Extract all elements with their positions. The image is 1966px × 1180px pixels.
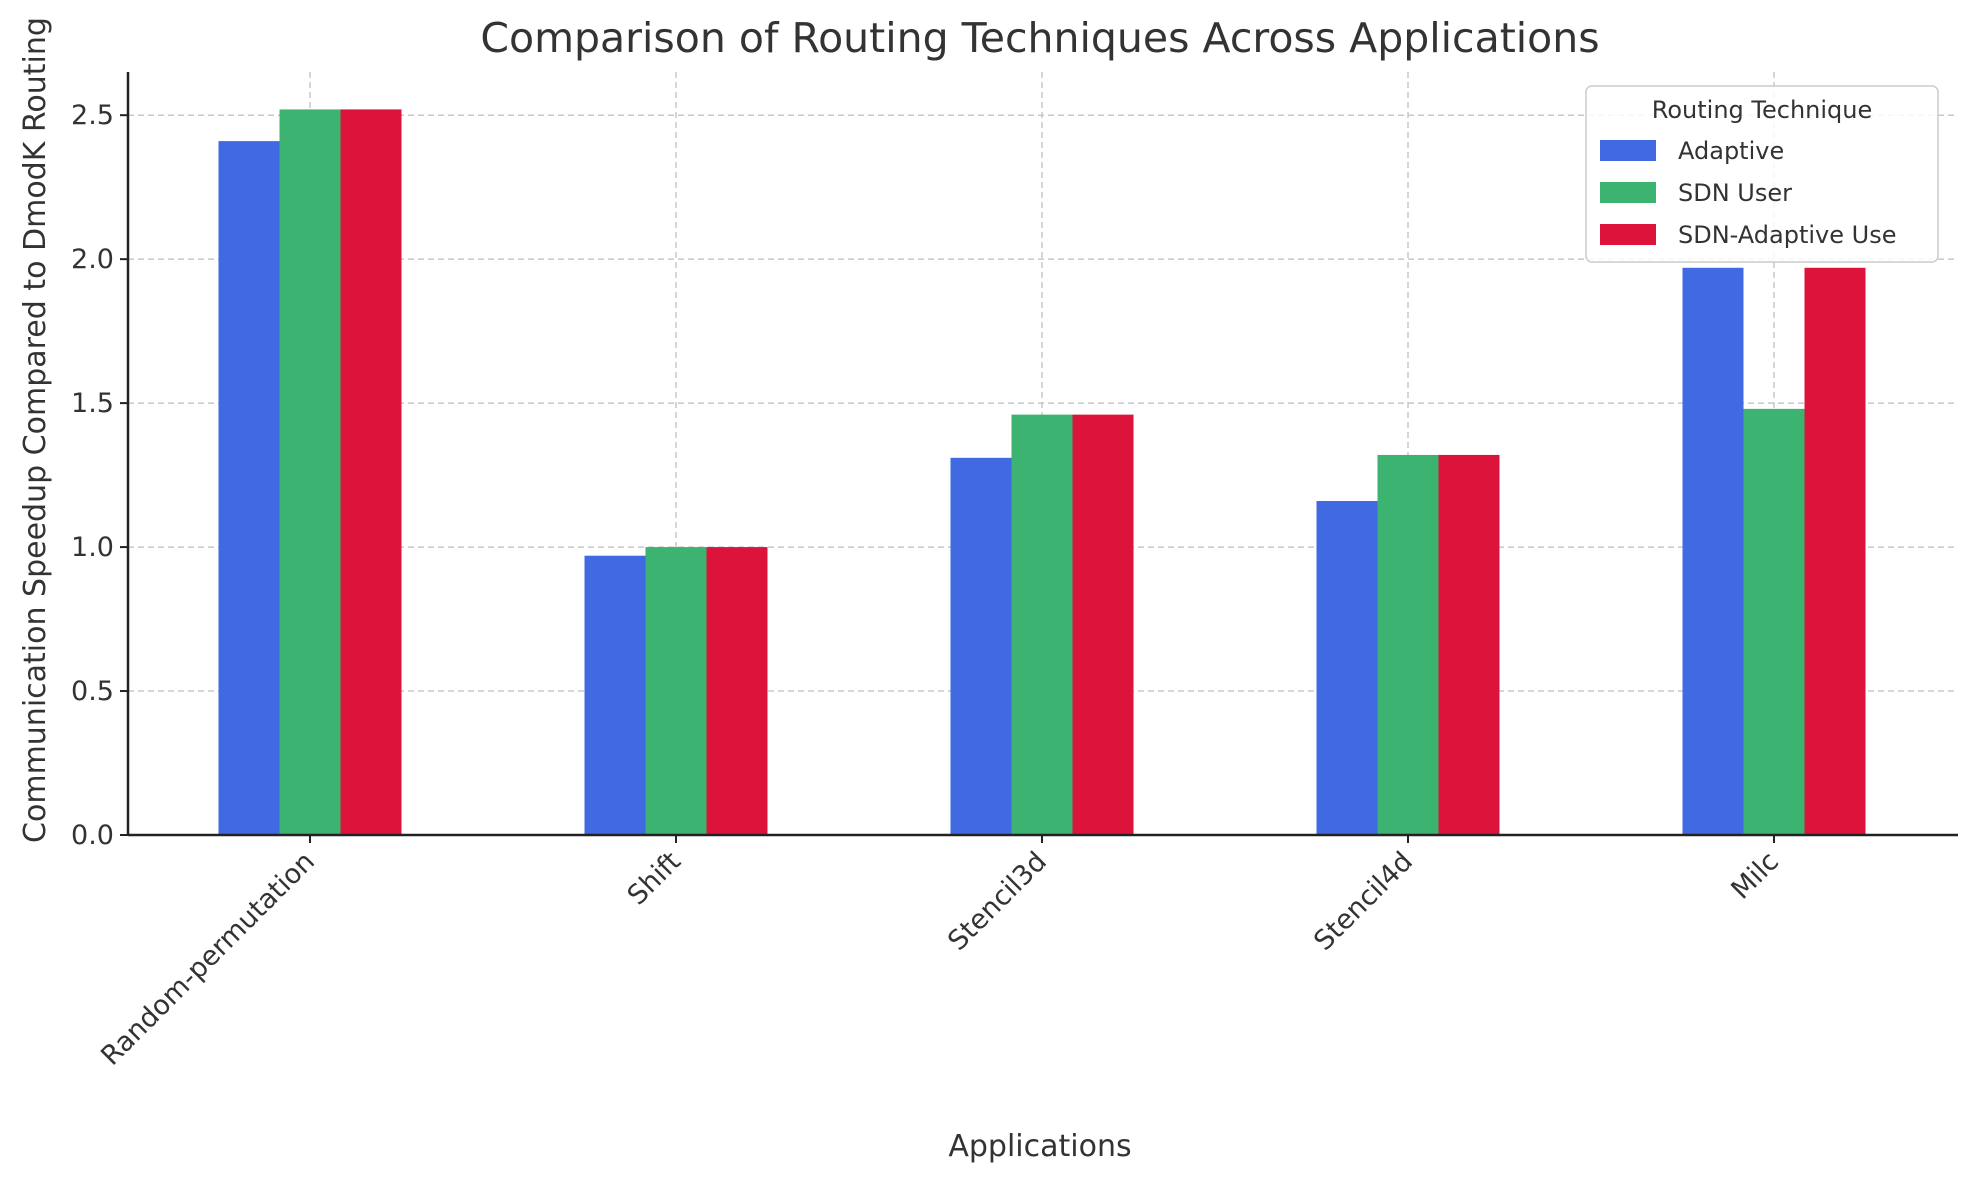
bar-sdn-adaptive-use-milc bbox=[1804, 267, 1866, 835]
bar-adaptive-stencil3d bbox=[950, 457, 1012, 835]
y-tick-label: 2.5 bbox=[71, 100, 114, 131]
y-tick-label: 1.0 bbox=[71, 532, 114, 563]
x-tick-label: Stencil4d bbox=[1308, 846, 1419, 957]
y-tick-label: 0.5 bbox=[71, 676, 114, 707]
chart-title: Comparison of Routing Techniques Across … bbox=[480, 14, 1599, 62]
bar-adaptive-milc bbox=[1682, 267, 1744, 835]
legend-swatch bbox=[1600, 140, 1656, 161]
bar-sdn-user-stencil4d bbox=[1377, 454, 1439, 835]
bar-sdn-user-milc bbox=[1743, 408, 1805, 835]
bar-adaptive-random-permutation bbox=[218, 141, 280, 836]
legend-label: SDN User bbox=[1678, 179, 1792, 207]
legend-box bbox=[1585, 85, 1939, 263]
legend-swatch bbox=[1600, 224, 1656, 245]
legend: Routing Technique Adaptive SDN User SDN-Ad… bbox=[1585, 85, 1939, 263]
axes bbox=[120, 72, 1958, 843]
x-tick-label: Milc bbox=[1725, 846, 1785, 906]
bar-adaptive-stencil4d bbox=[1316, 501, 1378, 835]
legend-title: Routing Technique bbox=[1652, 96, 1873, 124]
bar-sdn-user-shift bbox=[645, 547, 707, 835]
legend-swatch bbox=[1600, 182, 1656, 203]
bar-sdn-user-random-permutation bbox=[279, 109, 341, 836]
y-axis-label: Communication Speedup Compared to DmodK … bbox=[18, 17, 53, 843]
legend-label: Adaptive bbox=[1678, 137, 1784, 165]
x-tick-label: Stencil3d bbox=[942, 846, 1053, 957]
bar-sdn-adaptive-use-stencil4d bbox=[1438, 454, 1500, 835]
x-axis-label: Applications bbox=[948, 1129, 1131, 1164]
legend-label: SDN-Adaptive Use bbox=[1678, 221, 1896, 249]
bar-sdn-adaptive-use-stencil3d bbox=[1072, 414, 1134, 835]
x-tick-labels: Random-permutation Shift Stencil3d Stencil4… bbox=[95, 846, 1785, 1072]
bar-sdn-adaptive-use-shift bbox=[706, 547, 768, 835]
x-tick-label: Random-permutation bbox=[95, 846, 321, 1072]
legend-items: Adaptive SDN User SDN-Adaptive Use bbox=[1600, 137, 1896, 249]
y-tick-label: 0.0 bbox=[71, 820, 114, 851]
bar-sdn-adaptive-use-random-permutation bbox=[340, 109, 402, 836]
bar-sdn-user-stencil3d bbox=[1011, 414, 1073, 835]
bars bbox=[218, 109, 1866, 836]
y-tick-labels: 0.0 0.5 1.0 1.5 2.0 2.5 bbox=[71, 100, 114, 851]
bar-adaptive-shift bbox=[584, 555, 646, 835]
y-tick-label: 1.5 bbox=[71, 388, 114, 419]
x-tick-label: Shift bbox=[622, 846, 687, 911]
y-tick-label: 2.0 bbox=[71, 244, 114, 275]
